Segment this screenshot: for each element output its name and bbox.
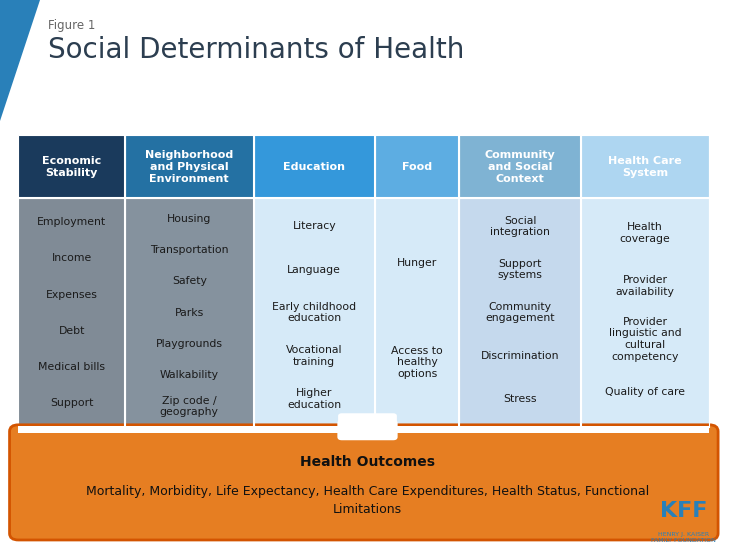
Text: Community
and Social
Context: Community and Social Context (484, 150, 556, 183)
Text: KFF: KFF (660, 501, 707, 521)
FancyBboxPatch shape (254, 135, 375, 198)
Text: Income: Income (51, 253, 92, 263)
Text: Health Care
System: Health Care System (608, 156, 682, 177)
Text: Safety: Safety (172, 277, 207, 287)
Text: Economic
Stability: Economic Stability (42, 156, 101, 177)
Text: Housing: Housing (167, 214, 212, 224)
FancyBboxPatch shape (254, 198, 375, 427)
FancyBboxPatch shape (581, 135, 709, 198)
FancyBboxPatch shape (18, 198, 125, 427)
Text: Social Determinants of Health: Social Determinants of Health (48, 36, 464, 64)
Text: Social
integration: Social integration (490, 215, 550, 237)
Text: Stress: Stress (503, 394, 537, 404)
FancyBboxPatch shape (459, 135, 581, 198)
FancyBboxPatch shape (125, 198, 254, 427)
Text: Debt: Debt (59, 326, 85, 336)
FancyBboxPatch shape (338, 413, 397, 440)
Text: Language: Language (287, 264, 341, 274)
Text: Medical bills: Medical bills (38, 362, 105, 372)
Text: Education: Education (283, 161, 345, 172)
Text: Mortality, Morbidity, Life Expectancy, Health Care Expenditures, Health Status, : Mortality, Morbidity, Life Expectancy, H… (86, 485, 649, 516)
Text: Discrimination: Discrimination (481, 351, 559, 361)
Text: HENRY J. KAISER: HENRY J. KAISER (658, 532, 709, 537)
Text: Provider
linguistic and
cultural
competency: Provider linguistic and cultural compete… (609, 317, 681, 361)
Polygon shape (0, 0, 40, 121)
Text: Access to
healthy
options: Access to healthy options (391, 346, 443, 379)
Text: Employment: Employment (37, 217, 107, 227)
Text: Quality of care: Quality of care (605, 387, 685, 397)
Text: Figure 1: Figure 1 (48, 19, 95, 33)
Text: Neighborhood
and Physical
Environment: Neighborhood and Physical Environment (145, 150, 234, 183)
Text: Hunger: Hunger (397, 258, 437, 268)
Text: Early childhood
education: Early childhood education (272, 302, 356, 323)
Text: Zip code /
geography: Zip code / geography (159, 396, 219, 418)
Text: Vocational
training: Vocational training (286, 345, 343, 366)
FancyBboxPatch shape (581, 198, 709, 427)
FancyBboxPatch shape (18, 426, 709, 433)
FancyBboxPatch shape (10, 425, 718, 540)
Text: Transportation: Transportation (150, 245, 229, 255)
Text: Expenses: Expenses (46, 289, 98, 300)
Text: Provider
availability: Provider availability (615, 276, 675, 297)
Text: Support
systems: Support systems (498, 259, 542, 280)
Text: Support: Support (50, 398, 93, 408)
Text: Food: Food (402, 161, 432, 172)
FancyBboxPatch shape (459, 198, 581, 427)
FancyBboxPatch shape (18, 135, 125, 198)
Text: Health Outcomes: Health Outcomes (300, 455, 435, 469)
Text: Walkability: Walkability (159, 370, 219, 380)
Text: Literacy: Literacy (293, 222, 336, 231)
Text: FAMILY FOUNDATION: FAMILY FOUNDATION (651, 538, 716, 543)
Text: Playgrounds: Playgrounds (156, 339, 223, 349)
FancyBboxPatch shape (337, 420, 398, 440)
Text: Community
engagement: Community engagement (485, 302, 555, 323)
Text: Health
coverage: Health coverage (620, 222, 670, 244)
Text: Parks: Parks (175, 307, 204, 318)
Text: Higher
education: Higher education (287, 388, 341, 410)
FancyBboxPatch shape (375, 135, 459, 198)
FancyBboxPatch shape (125, 135, 254, 198)
FancyBboxPatch shape (375, 198, 459, 427)
